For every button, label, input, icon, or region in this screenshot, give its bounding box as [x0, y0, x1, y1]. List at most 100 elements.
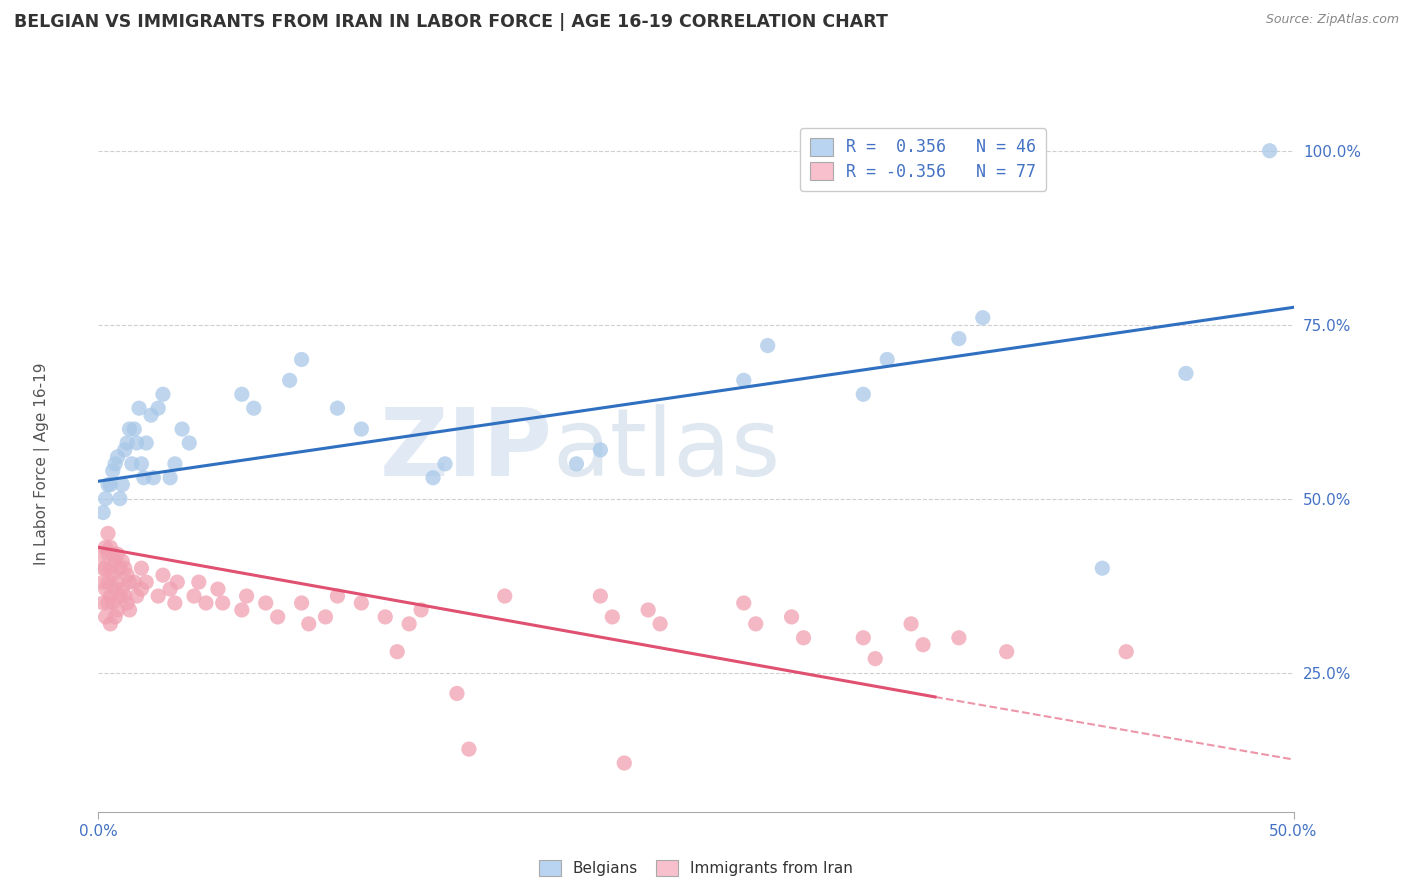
Point — [315, 610, 337, 624]
Point — [124, 575, 146, 590]
Point — [101, 547, 124, 561]
Point — [163, 596, 186, 610]
Point — [118, 422, 141, 436]
Point — [948, 631, 970, 645]
Point — [398, 616, 420, 631]
Point — [131, 457, 153, 471]
Point — [793, 631, 815, 645]
Point — [589, 589, 612, 603]
Point — [350, 596, 373, 610]
Point — [600, 610, 623, 624]
Point — [243, 401, 266, 416]
Point — [1115, 645, 1137, 659]
Point — [326, 589, 349, 603]
Text: atlas: atlas — [553, 404, 780, 496]
Point — [948, 332, 970, 346]
Point — [132, 471, 155, 485]
Point — [124, 422, 146, 436]
Point — [142, 471, 165, 485]
Point — [1258, 144, 1281, 158]
Point — [104, 554, 127, 568]
Point — [733, 373, 755, 387]
Point — [194, 596, 217, 610]
Point — [101, 568, 124, 582]
Point — [278, 373, 301, 387]
Point — [290, 352, 312, 367]
Point — [91, 596, 114, 610]
Point — [91, 575, 114, 590]
Point — [125, 589, 148, 603]
Point — [97, 526, 120, 541]
Point — [152, 568, 174, 582]
Point — [114, 561, 136, 575]
Point — [101, 596, 124, 610]
Point — [187, 575, 209, 590]
Point — [1175, 367, 1198, 381]
Point — [98, 561, 122, 575]
Point — [852, 631, 875, 645]
Point — [911, 638, 934, 652]
Point — [118, 603, 141, 617]
Point — [745, 616, 768, 631]
Point — [94, 610, 117, 624]
Point — [876, 352, 898, 367]
Point — [94, 582, 117, 596]
Point — [107, 450, 129, 464]
Point — [135, 575, 157, 590]
Point — [139, 408, 162, 422]
Point — [91, 506, 114, 520]
Point — [183, 589, 205, 603]
Point — [152, 387, 174, 401]
Point — [128, 401, 150, 416]
Point — [148, 401, 170, 416]
Point — [98, 616, 122, 631]
Point — [374, 610, 396, 624]
Point — [267, 610, 290, 624]
Point — [565, 457, 588, 471]
Point — [108, 589, 131, 603]
Point — [494, 589, 516, 603]
Point — [107, 575, 129, 590]
Point — [115, 436, 138, 450]
Point — [98, 477, 122, 491]
Point — [98, 541, 122, 555]
Legend: Belgians, Immigrants from Iran: Belgians, Immigrants from Iran — [531, 852, 860, 884]
Point — [115, 568, 138, 582]
Point — [166, 575, 188, 590]
Point — [207, 582, 229, 596]
Point — [159, 471, 181, 485]
Point — [115, 596, 138, 610]
Text: BELGIAN VS IMMIGRANTS FROM IRAN IN LABOR FORCE | AGE 16-19 CORRELATION CHART: BELGIAN VS IMMIGRANTS FROM IRAN IN LABOR… — [14, 13, 889, 31]
Point — [995, 645, 1018, 659]
Point — [107, 547, 129, 561]
Point — [900, 616, 922, 631]
Point — [613, 756, 636, 770]
Point — [104, 582, 127, 596]
Point — [111, 554, 134, 568]
Point — [733, 596, 755, 610]
Point — [326, 401, 349, 416]
Point — [90, 547, 112, 561]
Point — [118, 575, 141, 590]
Point — [422, 471, 444, 485]
Point — [852, 387, 875, 401]
Point — [101, 464, 124, 478]
Point — [121, 457, 143, 471]
Point — [111, 582, 134, 596]
Point — [350, 422, 373, 436]
Point — [97, 477, 120, 491]
Text: Source: ZipAtlas.com: Source: ZipAtlas.com — [1265, 13, 1399, 27]
Point — [94, 491, 117, 506]
Point — [131, 561, 153, 575]
Point — [231, 603, 253, 617]
Point — [231, 387, 253, 401]
Point — [863, 651, 886, 665]
Point — [107, 603, 129, 617]
Point — [111, 477, 134, 491]
Point — [104, 457, 127, 471]
Point — [756, 338, 779, 352]
Point — [97, 547, 120, 561]
Point — [385, 645, 409, 659]
Point — [637, 603, 659, 617]
Point — [148, 589, 170, 603]
